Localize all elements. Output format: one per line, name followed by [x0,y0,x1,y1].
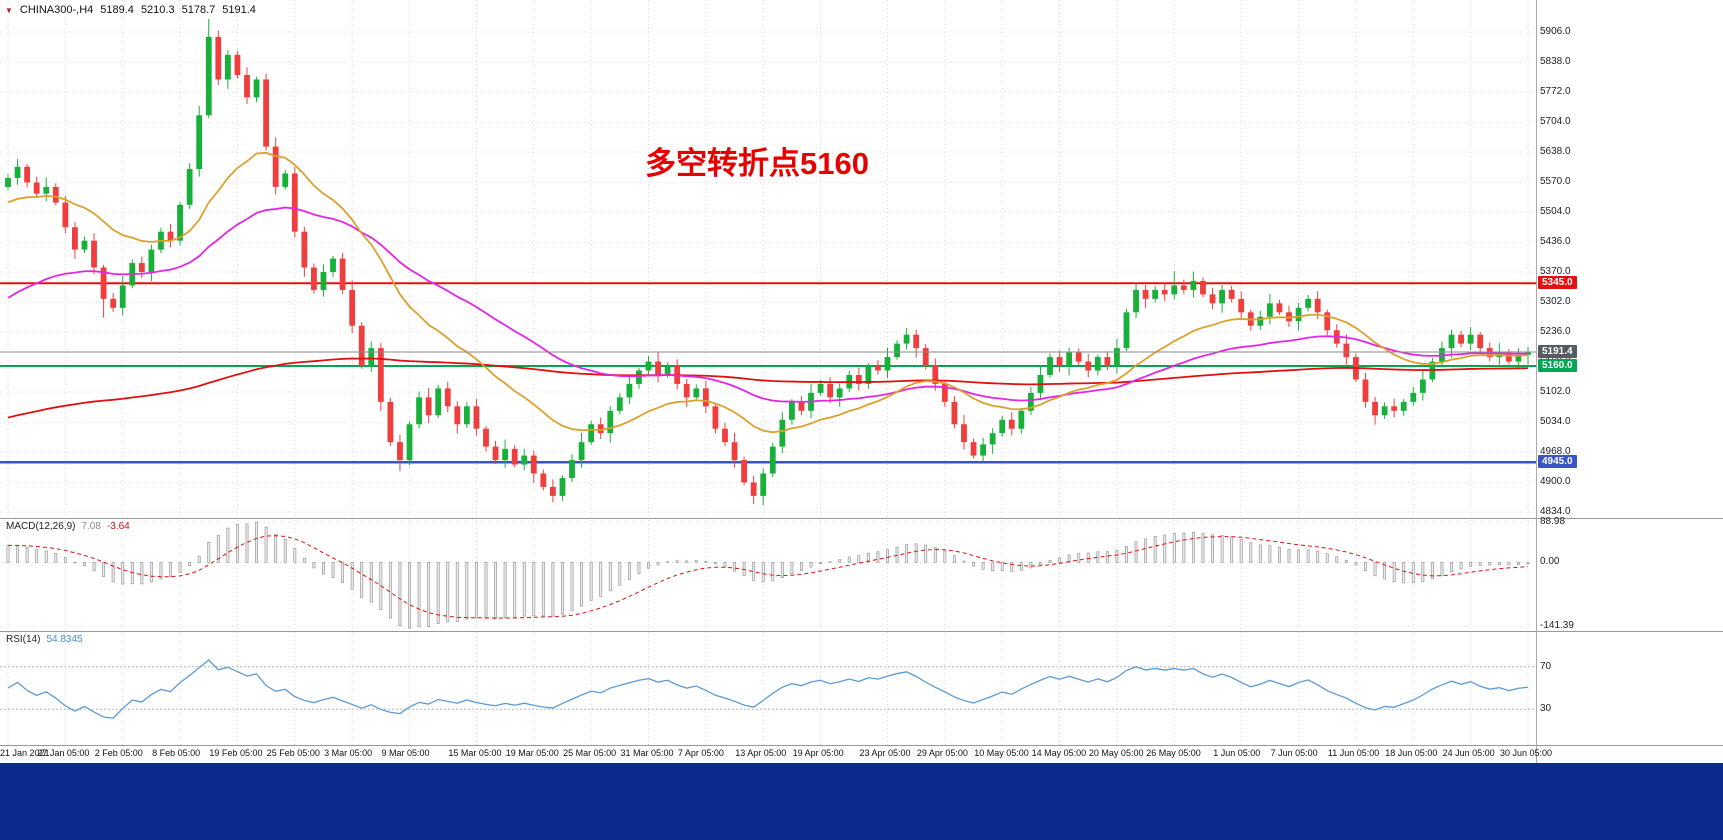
ma-slow-red [7,357,1529,419]
time-tick: 11 Jun 05:00 [1327,748,1380,758]
time-tick: 13 Apr 05:00 [735,748,787,758]
price-flag: 5191.4 [1538,344,1577,358]
macd-tick: 88.98 [1540,516,1566,527]
price-tick: 5370.0 [1540,266,1571,277]
price-tick: 4900.0 [1540,476,1571,488]
macd-signal-line [7,535,1529,619]
time-tick: 9 Mar 05:00 [381,748,430,758]
time-tick: 3 Mar 05:00 [324,748,373,758]
time-tick: 7 Apr 05:00 [677,748,724,758]
macd-name: MACD(12,26,9) [6,521,76,532]
price-tick: 5638.0 [1540,146,1571,157]
price-tick: 5772.0 [1540,86,1571,97]
price-low: 5178.7 [181,4,216,16]
time-tick: 18 Jun 05:00 [1385,748,1438,758]
ma-fast-orange [7,151,1529,434]
rsi-tick: 70 [1540,660,1552,672]
rsi-value: 54.8345 [46,634,83,645]
time-tick: 23 Apr 05:00 [859,748,911,758]
macd-histogram [6,521,1530,629]
pane-separator[interactable] [0,518,1723,519]
price-tick: 5436.0 [1540,236,1571,248]
macd-tick: 0.00 [1540,556,1560,568]
chart-annotation: 多空转折点5160 [645,146,869,181]
macd-value-main: 7.08 [81,521,101,532]
rsi-tick: 30 [1540,703,1552,715]
price-flag: 4945.0 [1538,455,1577,469]
pane-separator[interactable] [0,745,1723,746]
price-open: 5189.4 [100,4,134,16]
candles [5,19,1531,506]
price-tick: 5906.0 [1540,26,1571,37]
symbol-name: CHINA300-,H4 [19,4,94,16]
rsi-indicator-label: RSI(14) 54.8345 [6,634,83,645]
price-flag: 5160.0 [1538,359,1577,373]
time-tick: 1 Jun 05:00 [1213,748,1261,758]
time-tick: 7 Jun 05:00 [1270,748,1318,758]
time-tick: 25 Mar 05:00 [563,748,617,758]
time-tick: 24 Jun 05:00 [1442,748,1495,758]
price-tick: 5570.0 [1540,176,1571,188]
ma-mid-magenta [7,206,1529,403]
time-tick: 15 Mar 05:00 [448,748,502,758]
price-tick: 5838.0 [1540,56,1571,68]
macd-value-signal: -3.64 [106,521,130,532]
rsi-name: RSI(14) [6,634,41,645]
price-tick: 4834.0 [1540,506,1571,517]
symbol-info: ▼ CHINA300-,H4 5189.4 5210.3 5178.7 5191… [5,4,256,16]
time-tick: 25 Feb 05:00 [266,748,320,758]
macd-indicator-label: MACD(12,26,9) 7.08 -3.64 [6,521,130,532]
time-tick: 10 May 05:00 [974,748,1029,758]
time-tick: 8 Feb 05:00 [152,748,201,758]
time-tick: 29 Apr 05:00 [916,748,968,758]
symbol-dropdown-icon[interactable]: ▼ [5,5,13,15]
time-tick: 19 Feb 05:00 [209,748,263,758]
time-tick: 26 May 05:00 [1146,748,1201,758]
pane-separator[interactable] [0,631,1723,632]
time-tick: 2 Feb 05:00 [94,748,143,758]
time-tick: 21 Jan 2021 [0,748,50,758]
time-tick: 19 Apr 05:00 [792,748,844,758]
time-tick: 27 Jan 05:00 [37,748,90,758]
time-tick: 31 Mar 05:00 [620,748,674,758]
price-tick: 5704.0 [1540,116,1571,128]
price-tick: 5504.0 [1540,206,1571,217]
price-axis-divider [1536,0,1537,763]
time-tick: 30 Jun 05:00 [1500,748,1553,758]
price-tick: 5034.0 [1540,416,1571,428]
price-tick: 5102.0 [1540,386,1571,397]
macd-tick: -141.39 [1540,620,1574,632]
time-tick: 14 May 05:00 [1031,748,1087,758]
price-axis[interactable] [1537,0,1723,763]
price-high: 5210.3 [140,4,175,16]
price-flag: 5345.0 [1538,276,1577,290]
price-tick: 5302.0 [1540,296,1571,308]
price-close: 5191.4 [222,4,256,16]
price-tick: 5236.0 [1540,326,1571,337]
footer-bar [0,763,1723,840]
time-tick: 19 Mar 05:00 [505,748,559,758]
rsi-line [7,659,1529,719]
price-tick: 4968.0 [1540,446,1571,457]
time-tick: 20 May 05:00 [1088,748,1144,758]
